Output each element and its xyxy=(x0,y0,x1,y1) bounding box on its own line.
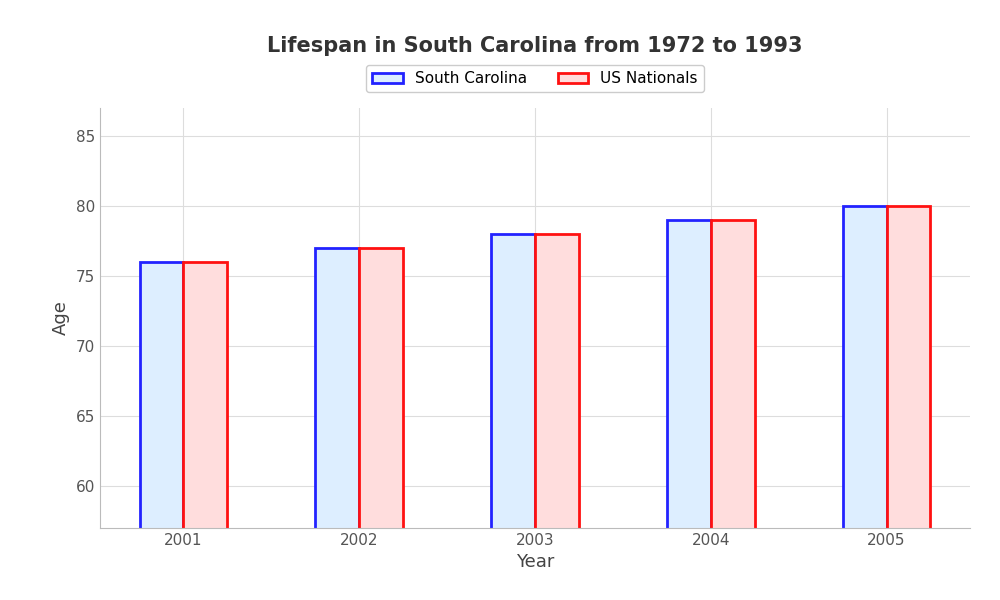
Y-axis label: Age: Age xyxy=(52,301,70,335)
Bar xyxy=(535,234,579,600)
X-axis label: Year: Year xyxy=(516,553,554,571)
Bar xyxy=(315,248,359,600)
Bar xyxy=(183,262,227,600)
Legend: South Carolina, US Nationals: South Carolina, US Nationals xyxy=(366,65,704,92)
Bar xyxy=(711,220,755,600)
Bar xyxy=(887,206,930,600)
Bar xyxy=(491,234,535,600)
Bar xyxy=(667,220,711,600)
Bar xyxy=(359,248,403,600)
Bar xyxy=(140,262,183,600)
Bar xyxy=(843,206,887,600)
Title: Lifespan in South Carolina from 1972 to 1993: Lifespan in South Carolina from 1972 to … xyxy=(267,37,803,56)
